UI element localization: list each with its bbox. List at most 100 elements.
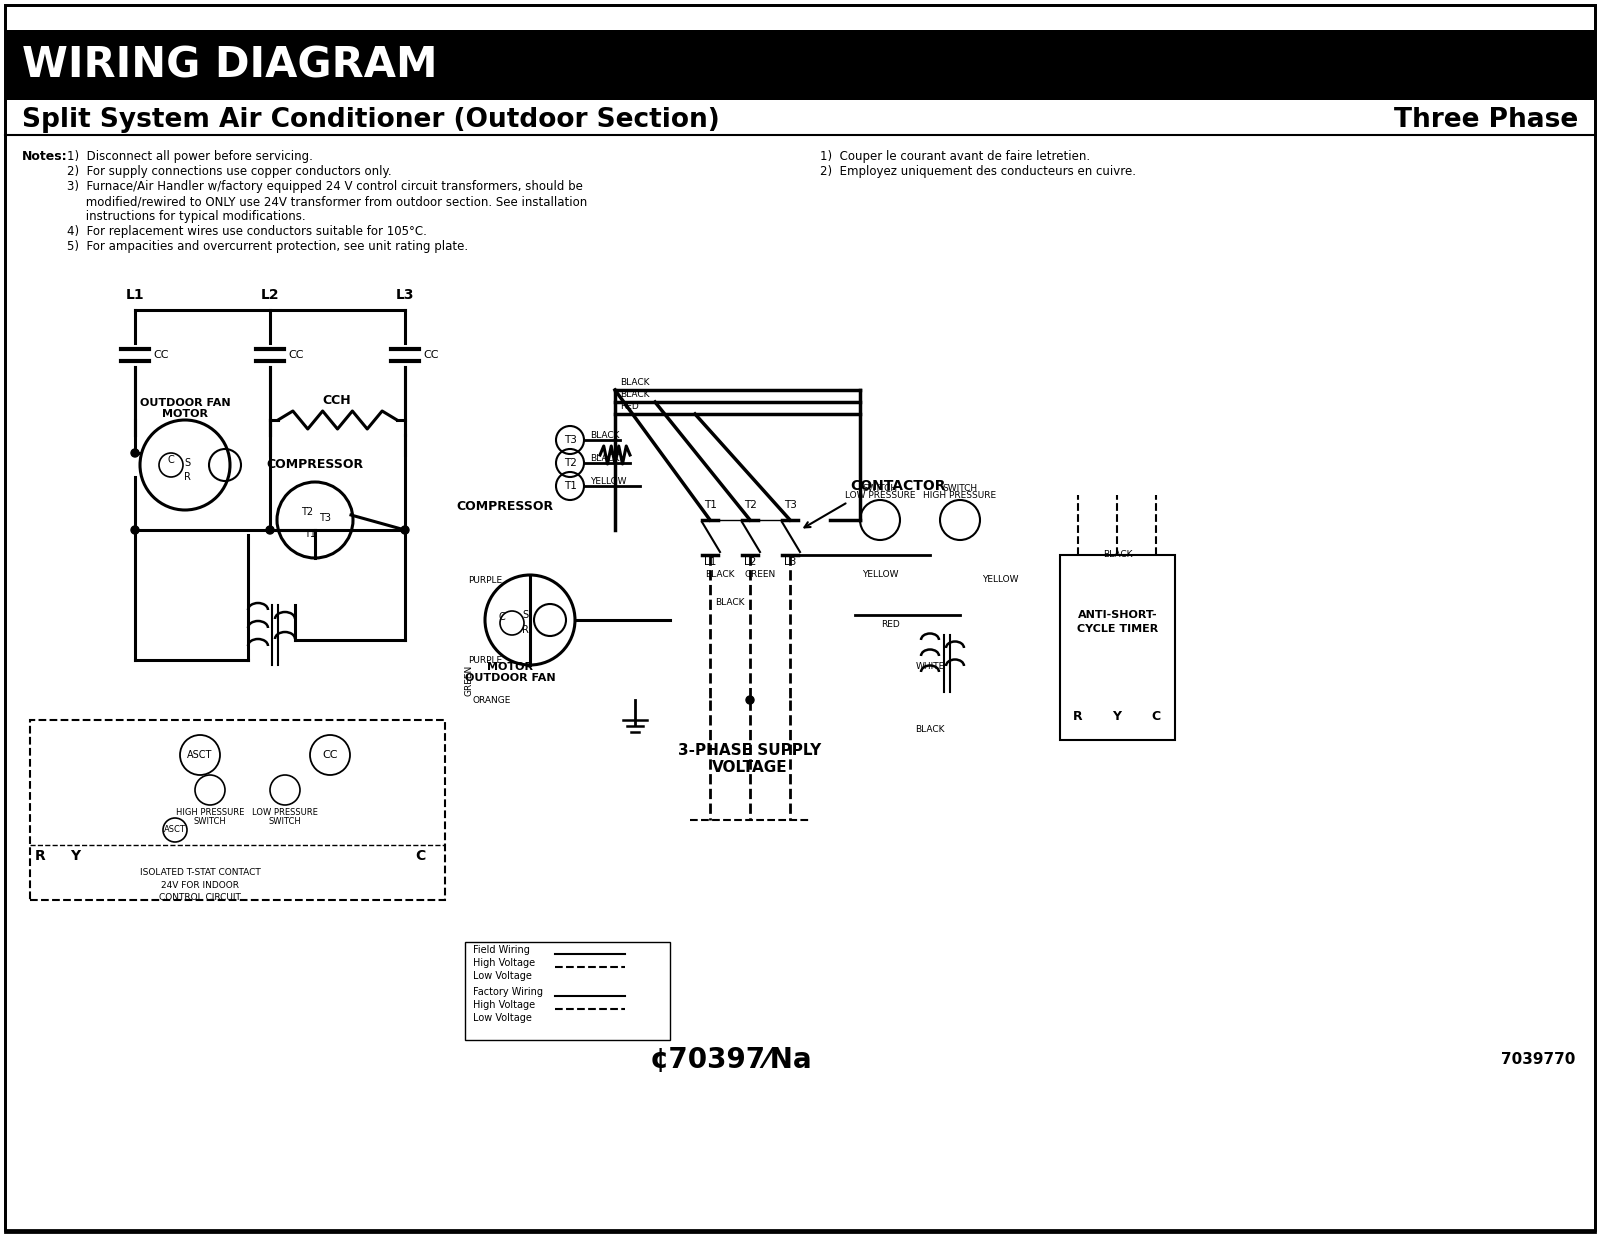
- Text: BLACK: BLACK: [915, 726, 944, 734]
- Circle shape: [131, 449, 139, 457]
- Text: R: R: [184, 472, 190, 482]
- Text: T2: T2: [744, 501, 757, 510]
- Text: YELLOW: YELLOW: [590, 477, 627, 486]
- Text: ASCT: ASCT: [187, 750, 213, 760]
- Text: OUTDOOR FAN: OUTDOOR FAN: [139, 398, 230, 408]
- Bar: [5, 30, 1595, 100]
- Text: MOTOR: MOTOR: [162, 409, 208, 419]
- Circle shape: [131, 527, 139, 534]
- Text: RED: RED: [880, 620, 899, 629]
- Text: CYCLE TIMER: CYCLE TIMER: [1077, 624, 1158, 634]
- Text: GREEN: GREEN: [464, 665, 474, 696]
- Bar: [1059, 555, 1174, 740]
- Text: 1)  Disconnect all power before servicing.: 1) Disconnect all power before servicing…: [67, 150, 314, 163]
- Text: T2: T2: [563, 459, 576, 468]
- Text: Notes:: Notes:: [22, 150, 67, 163]
- Text: CC: CC: [154, 350, 168, 360]
- Text: 3)  Furnace/Air Handler w/factory equipped 24 V control circuit transformers, sh: 3) Furnace/Air Handler w/factory equippe…: [67, 180, 582, 193]
- Text: Split System Air Conditioner (Outdoor Section): Split System Air Conditioner (Outdoor Se…: [22, 108, 720, 133]
- Text: Field Wiring: Field Wiring: [474, 946, 530, 955]
- Text: L2: L2: [744, 557, 757, 567]
- Text: BLACK: BLACK: [621, 378, 650, 387]
- Text: T3: T3: [318, 513, 331, 523]
- Text: 4)  For replacement wires use conductors suitable for 105°C.: 4) For replacement wires use conductors …: [67, 225, 427, 239]
- Text: R: R: [522, 625, 528, 635]
- Text: GREEN: GREEN: [744, 570, 776, 578]
- Text: WIRING DIAGRAM: WIRING DIAGRAM: [22, 44, 437, 87]
- Text: 2)  Employez uniquement des conducteurs en cuivre.: 2) Employez uniquement des conducteurs e…: [821, 164, 1136, 178]
- Text: T1: T1: [563, 481, 576, 491]
- Text: SWITCH: SWITCH: [942, 485, 978, 493]
- Text: VOLTAGE: VOLTAGE: [712, 760, 787, 775]
- Text: Y: Y: [1112, 709, 1122, 723]
- Text: C: C: [499, 612, 506, 622]
- Text: S: S: [184, 459, 190, 468]
- Text: 5)  For ampacities and overcurrent protection, see unit rating plate.: 5) For ampacities and overcurrent protec…: [67, 240, 469, 253]
- Text: BLACK: BLACK: [590, 431, 619, 440]
- Text: ANTI-SHORT-: ANTI-SHORT-: [1078, 611, 1157, 620]
- Text: BLACK: BLACK: [1102, 550, 1133, 559]
- Text: ASCT: ASCT: [165, 826, 186, 834]
- Text: 24V FOR INDOOR: 24V FOR INDOOR: [162, 881, 238, 890]
- Text: R: R: [1074, 709, 1083, 723]
- Text: PURPLE: PURPLE: [469, 655, 502, 665]
- Text: COMPRESSOR: COMPRESSOR: [267, 459, 363, 471]
- Text: BLACK: BLACK: [706, 570, 734, 578]
- Text: 1)  Couper le courant avant de faire letretien.: 1) Couper le courant avant de faire letr…: [821, 150, 1090, 163]
- Text: YELLOW: YELLOW: [982, 575, 1018, 583]
- Text: T3: T3: [784, 501, 797, 510]
- Text: CC: CC: [288, 350, 304, 360]
- Text: C: C: [414, 849, 426, 863]
- Bar: [466, 942, 670, 1039]
- Text: RED: RED: [621, 402, 638, 412]
- Text: High Voltage: High Voltage: [474, 958, 534, 968]
- Text: ORANGE: ORANGE: [472, 696, 510, 705]
- Text: ¢70397⁄Na: ¢70397⁄Na: [650, 1046, 813, 1074]
- Text: BLACK: BLACK: [590, 454, 619, 464]
- Text: OUTDOOR FAN: OUTDOOR FAN: [464, 672, 555, 684]
- Bar: [30, 721, 445, 900]
- Text: C: C: [1152, 709, 1160, 723]
- Text: CCH: CCH: [323, 394, 352, 407]
- Text: BLACK: BLACK: [621, 391, 650, 399]
- Text: Three Phase: Three Phase: [1394, 108, 1578, 133]
- Text: T3: T3: [563, 435, 576, 445]
- Text: LOW PRESSURE: LOW PRESSURE: [253, 808, 318, 817]
- Text: Y: Y: [70, 849, 80, 863]
- Text: R: R: [35, 849, 45, 863]
- Text: BLACK: BLACK: [715, 598, 744, 607]
- Text: SWITCH: SWITCH: [862, 485, 898, 493]
- Text: instructions for typical modifications.: instructions for typical modifications.: [67, 210, 306, 222]
- Text: CC: CC: [322, 750, 338, 760]
- Text: SWITCH: SWITCH: [269, 817, 301, 826]
- Text: LOW PRESSURE: LOW PRESSURE: [845, 491, 915, 501]
- Text: L3: L3: [395, 288, 414, 302]
- Text: L1: L1: [126, 288, 144, 302]
- Text: CONTACTOR: CONTACTOR: [850, 480, 946, 493]
- Text: WHITE: WHITE: [915, 662, 944, 671]
- Text: L2: L2: [261, 288, 280, 302]
- Circle shape: [402, 527, 410, 534]
- Text: L1: L1: [704, 557, 717, 567]
- Text: CONTROL CIRCUIT: CONTROL CIRCUIT: [158, 892, 242, 902]
- Text: S: S: [522, 611, 528, 620]
- Circle shape: [266, 527, 274, 534]
- Text: L3: L3: [784, 557, 797, 567]
- Text: C: C: [168, 455, 174, 465]
- Text: High Voltage: High Voltage: [474, 1000, 534, 1010]
- Text: modified/rewired to ONLY use 24V transformer from outdoor section. See installat: modified/rewired to ONLY use 24V transfo…: [67, 195, 587, 208]
- Text: Low Voltage: Low Voltage: [474, 971, 531, 981]
- Text: SWITCH: SWITCH: [194, 817, 226, 826]
- Text: CC: CC: [422, 350, 438, 360]
- Text: 2)  For supply connections use copper conductors only.: 2) For supply connections use copper con…: [67, 164, 392, 178]
- Text: T1: T1: [304, 529, 317, 539]
- Text: ISOLATED T-STAT CONTACT: ISOLATED T-STAT CONTACT: [139, 868, 261, 878]
- Text: PURPLE: PURPLE: [469, 576, 502, 585]
- Text: HIGH PRESSURE: HIGH PRESSURE: [176, 808, 245, 817]
- Circle shape: [746, 696, 754, 705]
- Text: YELLOW: YELLOW: [862, 570, 898, 578]
- Text: COMPRESSOR: COMPRESSOR: [456, 501, 554, 513]
- Text: HIGH PRESSURE: HIGH PRESSURE: [923, 491, 997, 501]
- Text: T2: T2: [301, 507, 314, 517]
- Text: MOTOR: MOTOR: [486, 662, 533, 672]
